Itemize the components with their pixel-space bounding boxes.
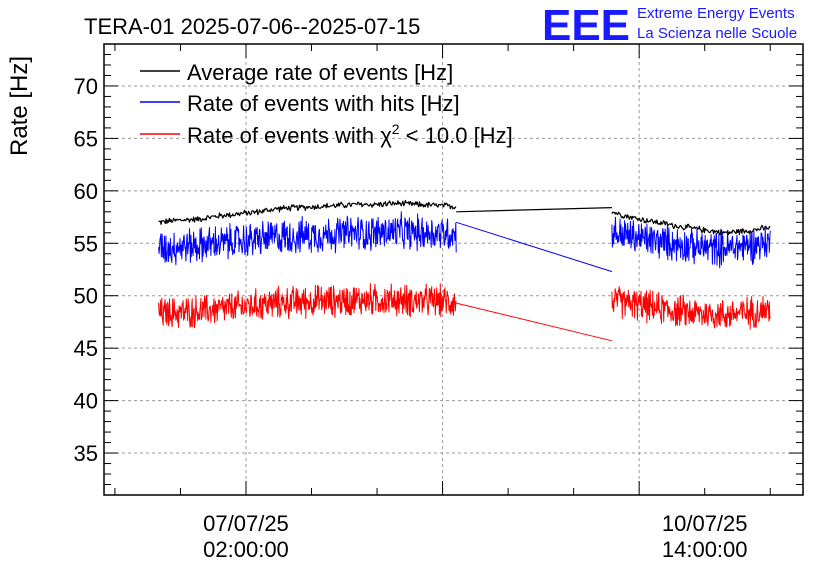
x-tick-label-date: 07/07/25 (203, 511, 289, 536)
legend-label-chi2-sup: 2 (392, 121, 400, 137)
plot-frame (103, 43, 804, 496)
legend-label-chi2-suffix: < 10.0 [Hz] (400, 123, 513, 148)
y-tick-label-7: 70 (74, 74, 98, 99)
legend-entry-chi2: Rate of events with χ2 < 10.0 [Hz] (140, 121, 513, 148)
y-tick-label-4: 55 (74, 231, 98, 256)
y-tick-label-6: 65 (74, 126, 98, 151)
eee-logo: EEE Extreme Energy Events La Scienza nel… (542, 1, 797, 50)
series-layer (158, 199, 771, 342)
y-tick-labels: 35 40 45 50 55 60 65 70 (74, 74, 98, 466)
y-tick-label-3: 50 (74, 284, 98, 309)
series-hits-segment-2 (611, 216, 771, 269)
y-axis-label: Rate [Hz] (6, 56, 33, 156)
legend-label-chi2-prefix: Rate of events with χ (187, 123, 392, 148)
series-chi2-segment-2 (611, 285, 771, 330)
logo-line-2: La Scienza nelle Scuole (637, 25, 797, 42)
series-chi2-segment-0 (158, 283, 457, 329)
y-tick-label-5: 60 (74, 179, 98, 204)
legend-entry-average: Average rate of events [Hz] (140, 60, 453, 85)
series-average-segment-1 (456, 207, 612, 213)
axes (103, 43, 804, 496)
legend: Average rate of events [Hz] Rate of even… (140, 60, 513, 148)
series-chi2 (158, 283, 771, 342)
y-tick-label-1: 40 (74, 389, 98, 414)
legend-label-average: Average rate of events [Hz] (187, 60, 453, 85)
chart-title: TERA-01 2025-07-06--2025-07-15 (84, 14, 420, 39)
y-tick-label-0: 35 (74, 441, 98, 466)
series-chi2-segment-1 (456, 302, 613, 342)
x-tick-label-time: 14:00:00 (662, 537, 748, 562)
x-tick-label-date: 10/07/25 (662, 511, 748, 536)
y-tick-label-2: 45 (74, 336, 98, 361)
series-hits-segment-1 (456, 221, 613, 273)
eee-logo-text: EEE (542, 1, 630, 50)
series-hits-segment-0 (158, 211, 457, 266)
x-tick-label-time: 02:00:00 (203, 537, 289, 562)
logo-line-1: Extreme Energy Events (637, 5, 795, 22)
series-average-segment-0 (158, 199, 457, 225)
legend-label-hits: Rate of events with hits [Hz] (187, 91, 460, 116)
legend-label-chi2: Rate of events with χ2 < 10.0 [Hz] (187, 121, 513, 148)
series-hits (158, 211, 771, 273)
legend-entry-hits: Rate of events with hits [Hz] (140, 91, 460, 116)
